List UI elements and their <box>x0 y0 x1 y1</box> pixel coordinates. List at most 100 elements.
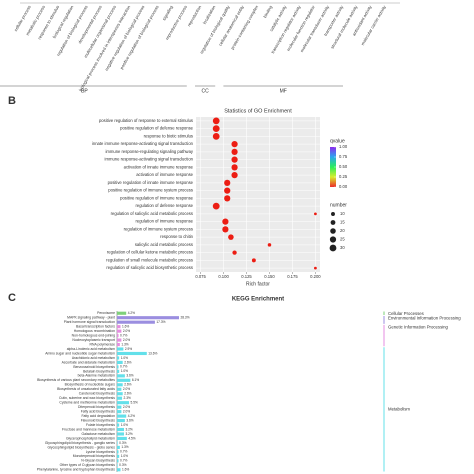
y-tick-label: Glycerophospholipid metabolism <box>66 436 115 440</box>
value-label: 5.5% <box>131 401 138 405</box>
value-label: 0.3% <box>119 441 126 445</box>
legend-label: 0.50 <box>339 164 348 169</box>
bar <box>117 459 119 463</box>
y-tick-label: Folate biosynthesis <box>86 423 115 427</box>
value-label: 2.6% <box>124 383 131 387</box>
dot <box>224 179 231 186</box>
legend-label: Cellular Processes <box>388 311 424 316</box>
y-tick-label: positive regulation of immune system pro… <box>108 188 193 193</box>
y-tick-label: positive regulation of response to exter… <box>99 118 193 123</box>
bar <box>117 316 179 320</box>
legend-label: Environmental Information Processing <box>388 316 461 321</box>
bar <box>117 311 127 315</box>
value-label: 2.0% <box>123 338 130 342</box>
y-tick-label: salicylic acid metabolic process <box>135 242 193 247</box>
y-tick-label: positive regulation of innate immune res… <box>108 180 194 185</box>
value-label: 1.3% <box>121 342 128 346</box>
y-tick-label: Cutin, suberine and wax biosynthesis <box>59 396 115 400</box>
dot <box>224 195 231 202</box>
x-tick-label: 0.200 <box>310 274 321 279</box>
legend-dot <box>331 212 335 216</box>
bar <box>117 419 125 423</box>
bar <box>117 410 122 414</box>
bar <box>117 401 130 405</box>
y-tick-label: regulation of cellular ketone metabolic … <box>107 250 193 255</box>
bar <box>117 423 120 427</box>
y-tick-label: response to chitin <box>160 234 193 239</box>
bar <box>117 378 131 382</box>
x-tick-label: cellular anatomical entity <box>218 4 246 47</box>
bar <box>117 392 123 396</box>
y-tick-label: Glycosphingolipid biosynthesis - globo s… <box>48 445 116 449</box>
y-tick-label: Fructose and mannose metabolism <box>62 427 115 431</box>
color-bar <box>330 147 336 187</box>
chart-title: KEGG Enrichment <box>232 297 284 303</box>
bar <box>117 347 124 351</box>
legend-label: Genetic Information Processing <box>388 325 449 330</box>
bar <box>117 436 127 441</box>
legend-label: 0.75 <box>339 154 348 159</box>
value-label: 6.1% <box>132 378 139 382</box>
x-tick-label: 0.075 <box>195 274 206 279</box>
y-tick-label: regulation of immune system process <box>124 226 193 231</box>
bar <box>117 432 125 436</box>
y-tick-label: activation of innate immune response <box>124 164 194 169</box>
dot <box>212 132 220 140</box>
value-label: 28.3% <box>181 316 190 320</box>
bar <box>117 387 122 391</box>
value-label: 1.0% <box>121 369 128 373</box>
plot-area <box>196 117 320 272</box>
dot <box>314 266 317 270</box>
y-tick-label: response to biotic stimulus <box>144 133 193 138</box>
value-label: 13.6% <box>148 351 157 355</box>
dot <box>231 148 238 155</box>
y-tick-label: regulation of salicylic acid biosyntheti… <box>106 265 193 270</box>
value-label: 17.3% <box>156 320 165 324</box>
dot <box>251 258 256 263</box>
value-label: 1.3% <box>121 445 128 449</box>
dot <box>228 234 234 240</box>
y-tick-label: N-Glycan biosynthesis <box>81 459 115 463</box>
value-label: 4.2% <box>128 311 135 315</box>
y-tick-label: positive regulation of defense response <box>120 126 194 131</box>
y-tick-label: Biosynthesis of various plant secondary … <box>37 378 115 382</box>
value-label: 1.6% <box>122 324 129 328</box>
dot <box>231 172 238 179</box>
y-tick-label: Fatty acid degradation <box>81 414 115 418</box>
x-tick-label: 0.100 <box>218 274 229 279</box>
legend-label: 25 <box>340 237 345 242</box>
y-tick-label: Nucleocytoplasmic transport <box>72 338 115 342</box>
y-tick-label: Biosynthesis of unsaturated fatty acids <box>57 387 115 391</box>
value-label: 0.7% <box>120 459 127 463</box>
x-tick-label: localization <box>202 4 217 25</box>
legend-label: Metabolism <box>388 407 410 412</box>
value-label: 3.2% <box>126 427 133 431</box>
dot <box>231 141 238 148</box>
y-tick-label: Betalain biosynthesis <box>83 369 115 373</box>
x-tick-label: signaling <box>161 4 174 21</box>
y-tick-label: Cysteine and methionine metabolism <box>59 401 115 405</box>
y-tick-label: Plant hormone signal transduction <box>64 320 115 324</box>
legend-dot <box>329 236 337 243</box>
x-tick-label: 0.175 <box>287 274 298 279</box>
y-tick-label: Non-homologous end-joining <box>72 333 115 337</box>
dot <box>222 226 229 233</box>
value-label: 3.2% <box>126 432 133 436</box>
x-tick-label: protein-containing complex <box>230 4 260 51</box>
y-tick-label: activation of immune response <box>136 172 193 177</box>
dot <box>231 164 238 171</box>
value-label: 2.6% <box>124 392 131 396</box>
y-tick-label: Monoterpenoid biosynthesis <box>73 454 116 458</box>
x-tick-label: 0.150 <box>264 274 275 279</box>
y-tick-label: Basal transcription factors <box>76 325 115 329</box>
value-label: 4.5% <box>128 436 135 440</box>
y-tick-label: regulation of salicylic acid metabolic p… <box>111 211 193 216</box>
legend-title: qvalue <box>330 138 345 144</box>
y-tick-label: Fatty acid biosynthesis <box>81 410 116 414</box>
bar <box>117 441 118 445</box>
bar <box>117 351 147 356</box>
y-tick-label: regulation of small molecule metabolic p… <box>106 257 193 262</box>
dot <box>314 212 317 216</box>
bar <box>117 329 122 333</box>
